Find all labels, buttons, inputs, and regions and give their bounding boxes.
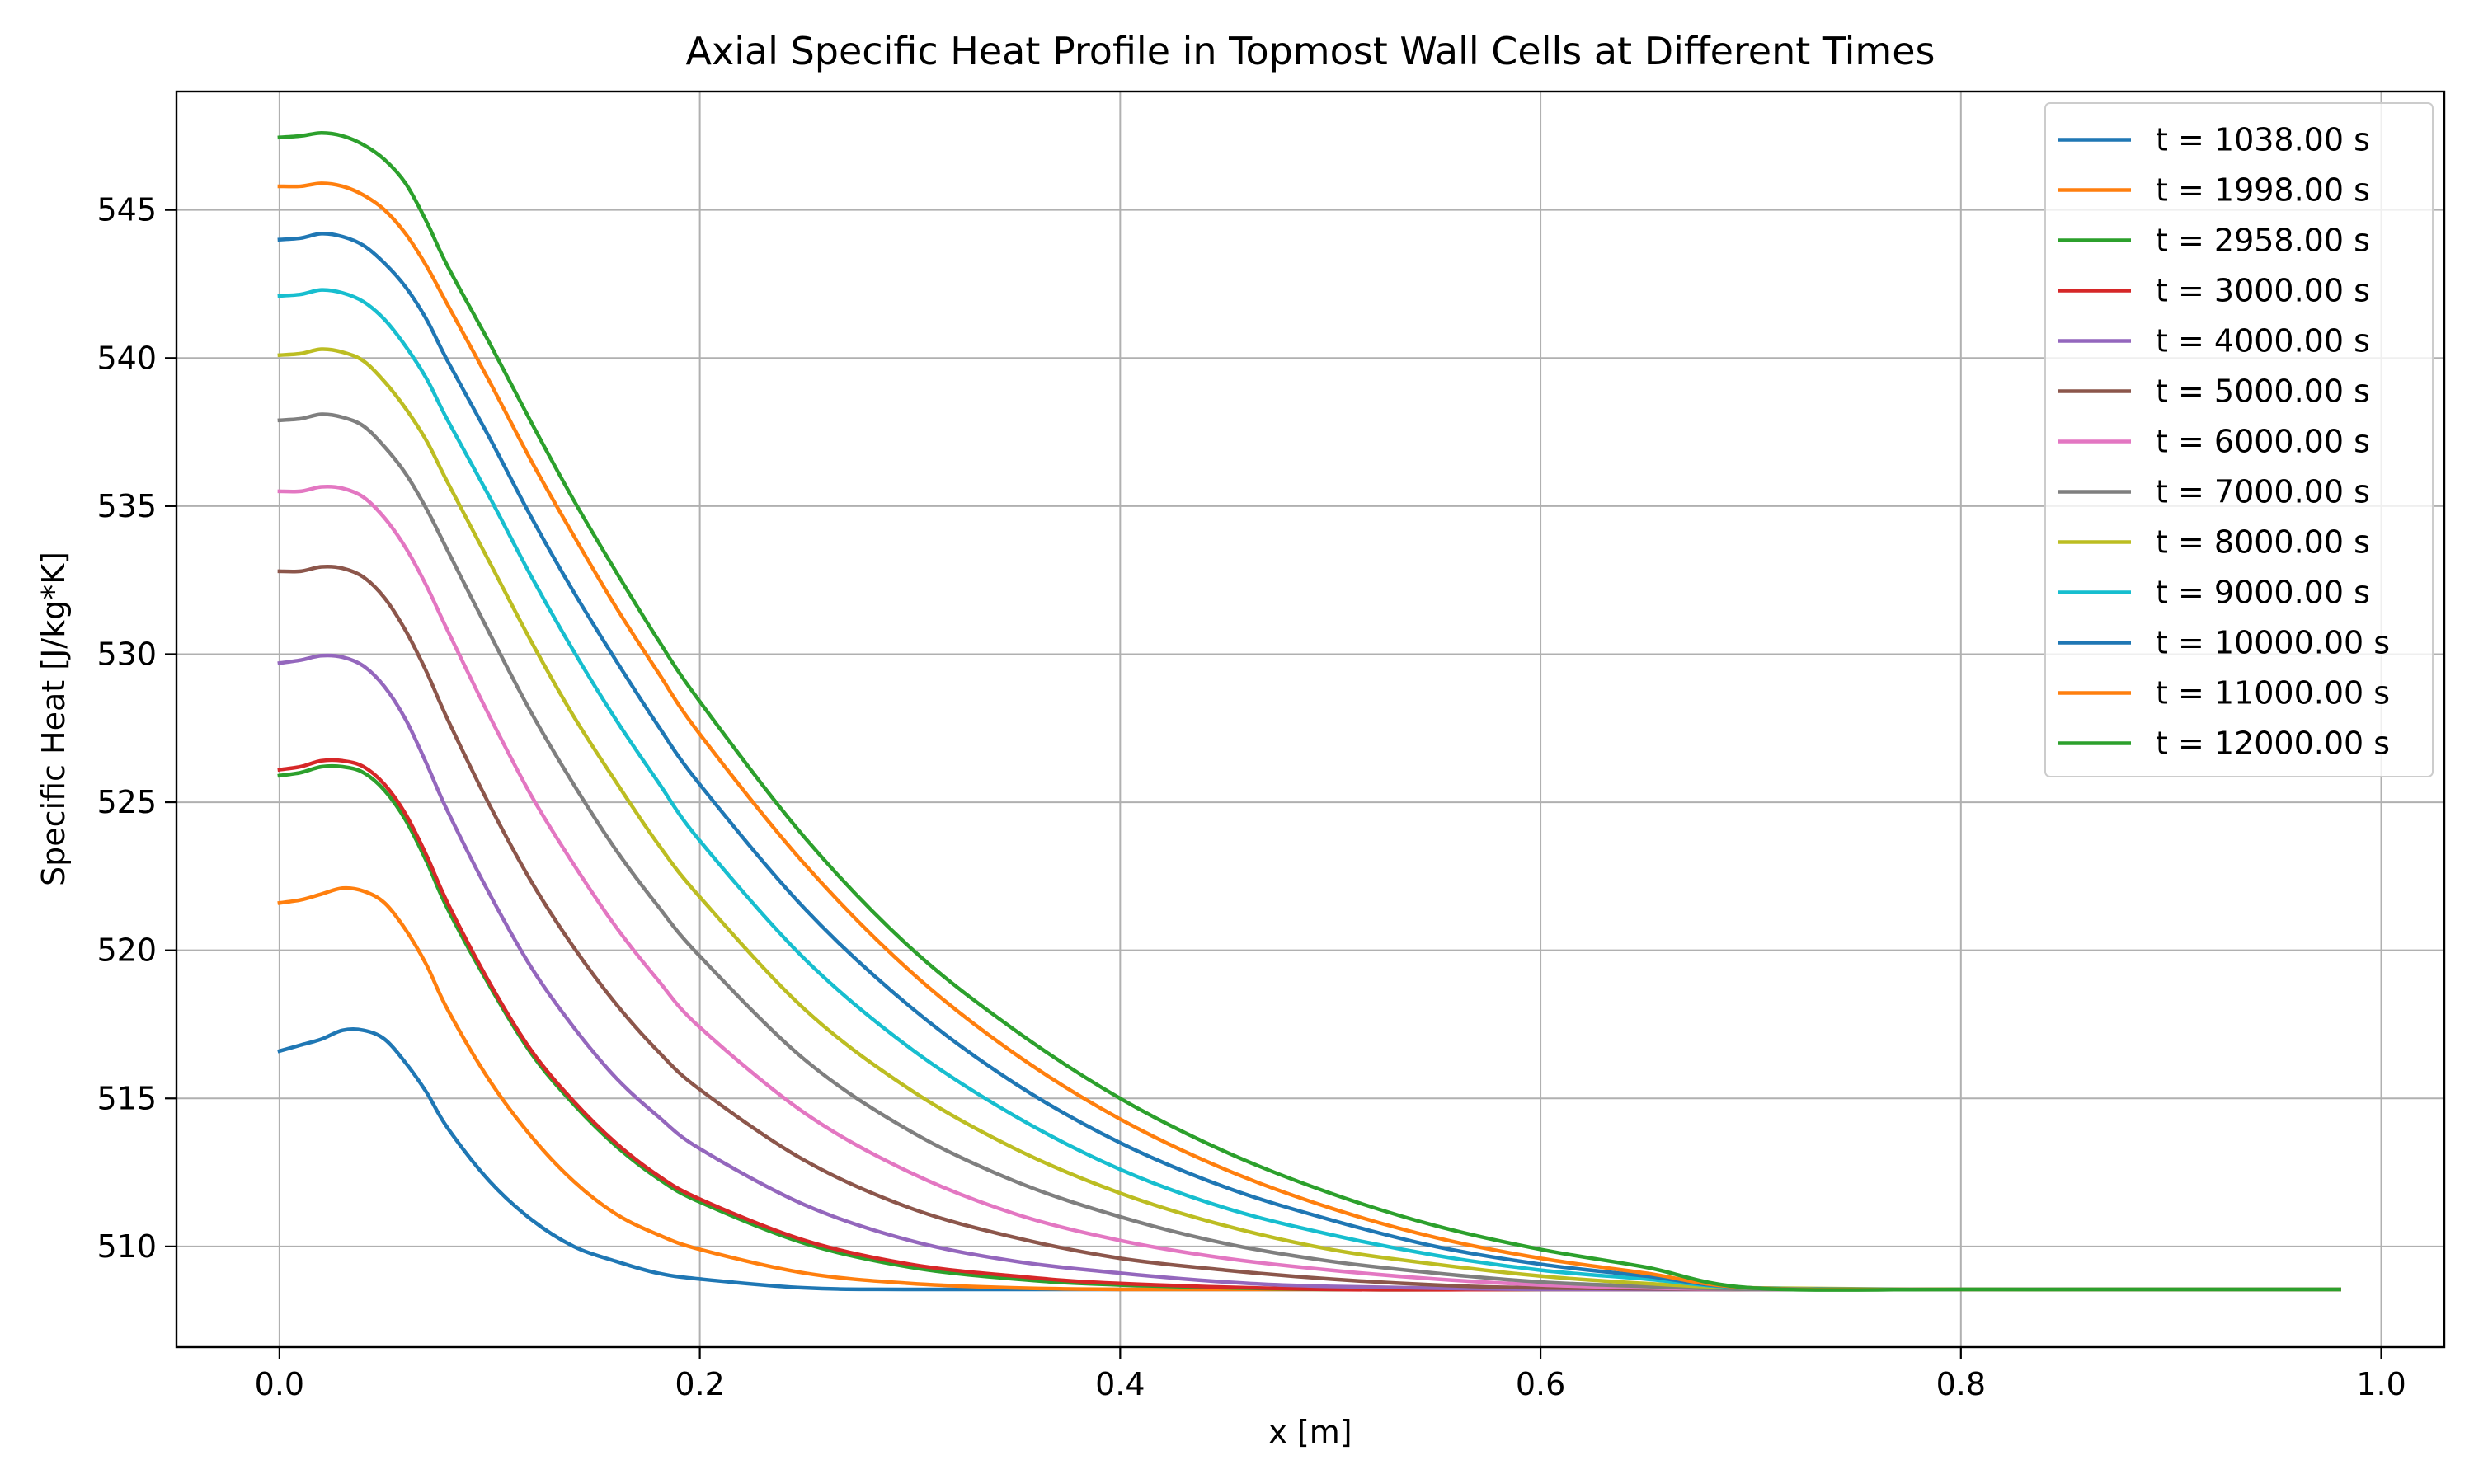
- x-axis-label: x [m]: [1268, 1414, 1352, 1450]
- y-tick-label: 520: [96, 932, 157, 969]
- legend-label: t = 1038.00 s: [2156, 122, 2370, 158]
- series-layer: [277, 131, 2341, 1292]
- tick-layer: 0.0 0.2 0.4 0.6 0.8 1.0 510 515 520 525 530 535 540 5…: [96, 192, 2406, 1402]
- x-tick-label: 0.2: [675, 1366, 724, 1402]
- x-tick-label: 0.0: [255, 1366, 304, 1402]
- legend-label: t = 1998.00 s: [2156, 172, 2370, 209]
- legend-box: [2044, 102, 2434, 777]
- series-line-12: [277, 181, 2341, 1292]
- y-axis-label: Specific Heat [J/kg*K]: [35, 552, 72, 886]
- legend-label: t = 7000.00 s: [2156, 474, 2370, 510]
- y-tick-label: 535: [96, 488, 157, 524]
- legend-label: t = 9000.00 s: [2156, 575, 2370, 611]
- y-tick-label: 530: [96, 636, 157, 672]
- legend-label: t = 12000.00 s: [2156, 726, 2390, 762]
- y-tick-label: 515: [96, 1080, 157, 1116]
- plot-frame: [175, 90, 2446, 1349]
- x-tick-label: 0.6: [1516, 1366, 1565, 1402]
- legend-label: t = 3000.00 s: [2156, 273, 2370, 309]
- x-tick-label: 0.4: [1095, 1366, 1145, 1402]
- legend-label: t = 4000.00 s: [2156, 323, 2370, 359]
- y-tick-label: 510: [96, 1228, 157, 1265]
- legend-label: t = 8000.00 s: [2156, 524, 2370, 561]
- legend-label: t = 10000.00 s: [2156, 625, 2390, 661]
- x-tick-label: 1.0: [2356, 1366, 2406, 1402]
- legend-label: t = 6000.00 s: [2156, 424, 2370, 460]
- x-tick-label: 0.8: [1936, 1366, 1986, 1402]
- y-tick-label: 545: [96, 192, 157, 228]
- y-tick-label: 540: [96, 340, 157, 376]
- y-tick-label: 525: [96, 784, 157, 820]
- legend-label: t = 2958.00 s: [2156, 223, 2370, 259]
- chart-title: Axial Specific Heat Profile in Topmost W…: [686, 29, 1935, 73]
- legend-label: t = 5000.00 s: [2156, 373, 2370, 410]
- legend: t = 1038.00 s t = 1998.00 s t = 2958.00 s t…: [2044, 102, 2434, 777]
- series-line-8: [277, 412, 2341, 1292]
- series-line-13: [277, 131, 2341, 1292]
- legend-label: t = 11000.00 s: [2156, 675, 2390, 711]
